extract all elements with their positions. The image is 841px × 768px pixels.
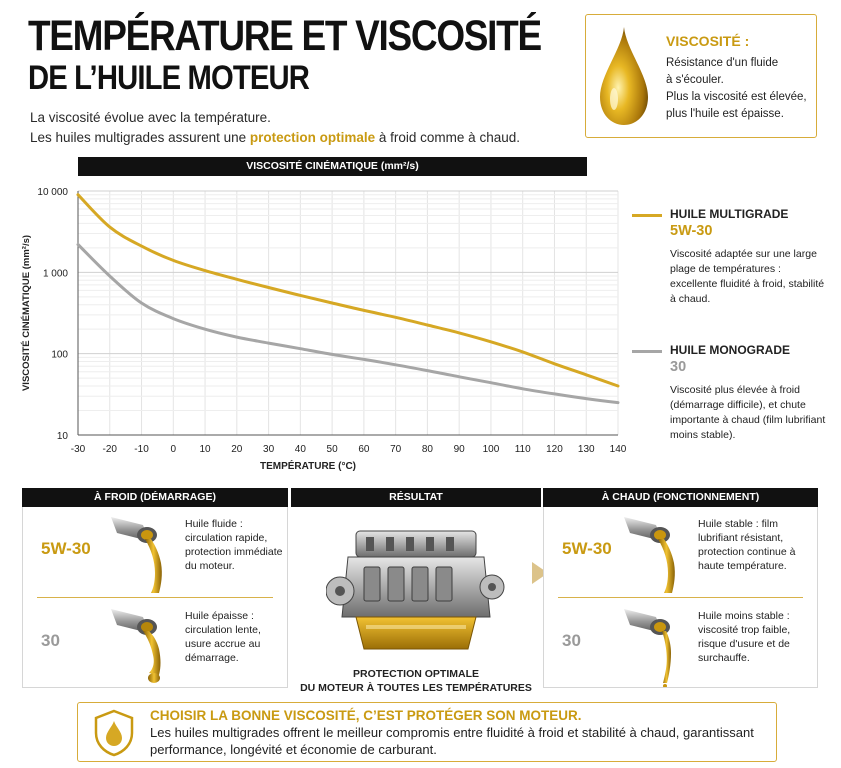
x-tick-label: 80	[422, 444, 434, 455]
oil-can-pouring-icon	[111, 609, 161, 683]
definition-box: VISCOSITÉ : Résistance d'un fluide à s'é…	[585, 14, 817, 138]
result-caption-line-2: DU MOTEUR À TOUTES LES TEMPÉRATURES	[300, 682, 532, 694]
intro-highlight: protection optimale	[249, 130, 376, 145]
definition-title: VISCOSITÉ :	[666, 33, 750, 49]
panel-result: RÉSULTAT PROTECTION OPTIMALE DU MOTE	[291, 488, 541, 694]
x-tick-label: 0	[171, 444, 177, 455]
banner-text: Les huiles multigrades offrent le meille…	[150, 725, 754, 757]
x-tick-label: 120	[546, 444, 563, 455]
cold-monograde-row: 30 Huile épaisse : circulation lente, us…	[23, 599, 287, 687]
y-axis-label: VISCOSITÉ CINÉMATIQUE (mm²/s)	[21, 235, 32, 391]
hot-multigrade-grade: 5W-30	[562, 539, 612, 558]
y-tick-label: 1 000	[43, 268, 68, 279]
definition-line-3: Plus la viscosité est élevée,	[666, 91, 807, 103]
conclusion-banner: CHOISIR LA BONNE VISCOSITÉ, C’EST PROTÉG…	[77, 702, 777, 762]
viscosity-chart: -30 -20 -10 0 10 20 30 40 50 60 70 80 90 100 110 120 130…	[21, 187, 627, 472]
cold-multigrade-row: 5W-30 Huile fluide : circulation rapide,…	[23, 507, 287, 595]
legend-multigrade-line	[632, 214, 662, 217]
legend-monograde-grade: 30	[670, 359, 687, 375]
x-tick-label: 100	[483, 444, 500, 455]
legend-multigrade-grade: 5W-30	[670, 223, 713, 239]
x-tick-label: 40	[295, 444, 307, 455]
panel-hot-header: À CHAUD (FONCTIONNEMENT)	[543, 488, 818, 507]
x-tick-label: 140	[610, 444, 627, 455]
x-tick-label: 70	[390, 444, 402, 455]
legend-monograde-line	[632, 350, 662, 353]
cold-multigrade-text: Huile fluide : circulation rapide, prote…	[185, 518, 283, 572]
x-axis-label: TEMPÉRATURE (°C)	[260, 459, 356, 472]
panel-hot: À CHAUD (FONCTIONNEMENT) 5W-30 Huile sta…	[543, 488, 818, 688]
y-tick-label: 10	[57, 431, 69, 442]
x-tick-label: 90	[454, 444, 466, 455]
oil-can-pouring-icon	[111, 517, 162, 593]
y-tick-label: 10 000	[37, 187, 68, 198]
hot-divider	[558, 597, 803, 598]
x-tick-label: 60	[358, 444, 370, 455]
page-subtitle: DE L’HUILE MOTEUR	[28, 59, 310, 97]
cold-monograde-text: Huile épaisse : circulation lente, usure…	[185, 610, 261, 664]
x-tick-label: 10	[199, 444, 211, 455]
oil-can-pouring-icon	[624, 609, 671, 687]
x-tick-label: 50	[327, 444, 339, 455]
panel-result-header: RÉSULTAT	[291, 488, 541, 507]
definition-line-1: Résistance d'un fluide	[666, 57, 779, 69]
x-tick-label: -30	[71, 444, 86, 455]
hot-multigrade-row: 5W-30 Huile stable : film lubrifiant rés…	[544, 507, 817, 595]
shield-oil-drop-icon	[94, 709, 134, 757]
definition-text: Résistance d'un fluide à s'écouler. Plus…	[666, 55, 814, 123]
intro-line-2: Les huiles multigrades assurent une prot…	[30, 128, 520, 148]
x-tick-label: 130	[578, 444, 595, 455]
page-title: TEMPÉRATURE ET VISCOSITÉ	[28, 12, 542, 60]
hot-monograde-grade: 30	[562, 631, 581, 650]
result-caption: PROTECTION OPTIMALE DU MOTEUR À TOUTES L…	[291, 667, 541, 695]
legend-monograde-desc: Viscosité plus élevée à froid (démarrage…	[670, 384, 826, 441]
panel-cold: À FROID (DÉMARRAGE) 5W-30 Huile fluide :…	[22, 488, 288, 688]
definition-line-2: à s'écouler.	[666, 74, 724, 86]
chart-title: VISCOSITÉ CINÉMATIQUE (mm²/s)	[78, 157, 587, 176]
banner-title: CHOISIR LA BONNE VISCOSITÉ, C’EST PROTÉG…	[150, 708, 582, 723]
arrow-right-icon	[532, 562, 548, 584]
cold-multigrade-grade: 5W-30	[41, 539, 91, 558]
hot-monograde-row: 30 Huile moins stable : viscosité trop f…	[544, 599, 817, 687]
engine-icon	[326, 530, 505, 650]
hot-monograde-text: Huile moins stable : viscosité trop faib…	[698, 610, 791, 664]
intro-line-1: La viscosité évolue avec la température.	[30, 110, 271, 125]
legend-multigrade-desc: Viscosité adaptée sur une large plage de…	[670, 248, 825, 305]
oil-drop-icon	[600, 27, 648, 125]
intro-text: La viscosité évolue avec la température.…	[30, 108, 520, 148]
series-line-multigrade	[76, 193, 620, 388]
x-tick-label: 110	[515, 444, 531, 455]
legend-monograde-name: HUILE MONOGRADE	[670, 343, 790, 357]
panel-cold-header: À FROID (DÉMARRAGE)	[22, 488, 288, 507]
panel-result-body: PROTECTION OPTIMALE DU MOTEUR À TOUTES L…	[291, 507, 541, 694]
intro-line-2-start: Les huiles multigrades assurent une	[30, 130, 250, 145]
x-tick-label: 20	[231, 444, 243, 455]
definition-line-4: plus l'huile est épaisse.	[666, 108, 784, 120]
x-tick-label: -20	[103, 444, 118, 455]
result-caption-line-1: PROTECTION OPTIMALE	[353, 668, 479, 680]
hot-multigrade-text: Huile stable : film lubrifiant résistant…	[698, 518, 796, 572]
x-tick-label: 30	[263, 444, 275, 455]
panel-cold-body: 5W-30 Huile fluide : circulation rapide,…	[22, 507, 288, 688]
legend-multigrade-name: HUILE MULTIGRADE	[670, 207, 789, 221]
x-tick-label: -10	[134, 444, 149, 455]
cold-divider	[37, 597, 273, 598]
y-tick-label: 100	[51, 350, 68, 361]
series-line-monograde	[76, 243, 620, 405]
oil-can-pouring-icon	[624, 517, 675, 593]
panel-hot-body: 5W-30 Huile stable : film lubrifiant rés…	[543, 507, 818, 688]
intro-line-2-end: à froid comme à chaud.	[375, 130, 520, 145]
cold-monograde-grade: 30	[41, 631, 60, 650]
